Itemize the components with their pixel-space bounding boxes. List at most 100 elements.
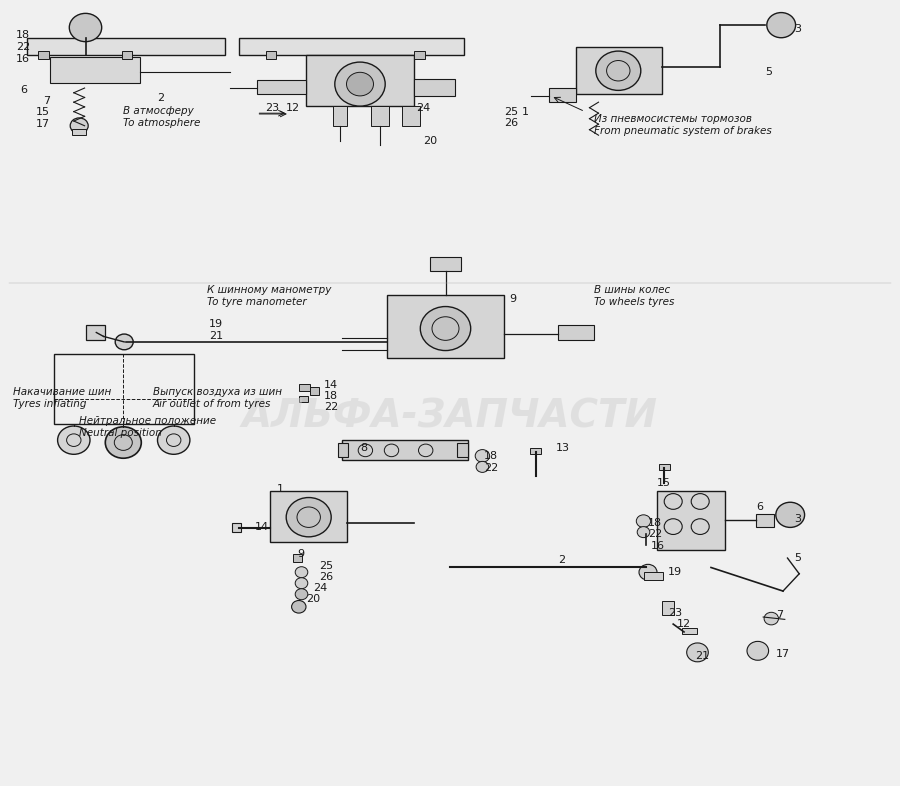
Bar [256,80,306,94]
Text: 12: 12 [677,619,691,629]
Text: Накачивание шин: Накачивание шин [13,387,111,398]
Circle shape [596,51,641,90]
Text: 19: 19 [209,319,223,329]
Text: 1: 1 [522,107,529,116]
Circle shape [286,498,331,537]
Bar [333,106,347,126]
Circle shape [637,527,650,538]
Bar [414,79,454,96]
Bar [576,47,662,94]
Text: АЛЬФА-ЗАПЧАСТИ: АЛЬФА-ЗАПЧАСТИ [242,398,658,435]
Text: 26: 26 [320,572,334,582]
Text: 17: 17 [776,649,790,659]
Text: 16: 16 [651,542,665,551]
Bar [27,38,225,55]
Text: 17: 17 [36,119,50,129]
Text: 18: 18 [648,518,662,527]
Text: 18: 18 [324,391,338,401]
Text: 7: 7 [43,96,50,105]
Text: 5: 5 [794,553,801,563]
Circle shape [69,13,102,42]
Text: 5: 5 [765,68,772,77]
Text: 2: 2 [158,94,165,103]
Bar [232,523,241,532]
Bar [457,443,468,457]
Bar [266,51,276,59]
Text: 6: 6 [756,502,763,512]
Bar [558,325,594,340]
Bar [430,257,461,271]
Circle shape [70,118,88,134]
Text: From pneumatic system of brakes: From pneumatic system of brakes [594,126,772,136]
Text: 22: 22 [16,42,31,52]
Circle shape [295,578,308,589]
Text: 15: 15 [36,108,50,117]
Text: 22: 22 [648,530,662,539]
Circle shape [639,564,657,580]
Bar [657,491,724,550]
Text: Tyres inflating: Tyres inflating [13,399,86,410]
Circle shape [776,502,805,527]
Bar [756,514,774,527]
Text: 3: 3 [794,514,801,523]
Text: 21: 21 [695,651,709,660]
Bar [122,51,132,59]
Bar [659,464,670,470]
Bar [342,440,468,460]
Bar [310,387,319,395]
Text: Нейтральное положение: Нейтральное положение [79,417,216,427]
Text: To atmosphere: To atmosphere [123,118,201,128]
Bar [54,354,194,424]
Text: 18: 18 [484,451,499,461]
Circle shape [346,72,374,96]
Bar [292,554,302,562]
Circle shape [295,567,308,578]
Text: 23: 23 [668,608,682,618]
Text: 23: 23 [266,104,280,113]
Text: 18: 18 [16,31,31,40]
Text: 9: 9 [297,549,304,559]
Circle shape [687,643,708,662]
Circle shape [58,426,90,454]
Text: 22: 22 [484,463,499,472]
Bar [306,55,414,106]
Circle shape [335,62,385,106]
Circle shape [747,641,769,660]
Text: 7: 7 [776,610,783,619]
Text: 26: 26 [504,119,518,128]
Bar [299,384,310,391]
Text: 24: 24 [416,104,430,113]
Text: К шинному манометру: К шинному манометру [207,285,331,296]
Bar [682,628,697,634]
Text: 13: 13 [556,443,571,453]
Text: 22: 22 [324,402,338,412]
Text: Neutral position: Neutral position [79,428,162,439]
Text: 20: 20 [306,594,320,604]
Text: 12: 12 [286,104,301,113]
Text: 16: 16 [16,54,31,64]
Circle shape [295,589,308,600]
Text: 6: 6 [20,86,27,95]
Circle shape [764,612,778,625]
Bar [38,51,49,59]
Text: 21: 21 [209,331,223,340]
Text: 20: 20 [423,137,437,146]
Bar [338,443,348,457]
Text: 3: 3 [794,24,801,34]
Circle shape [767,13,796,38]
Bar [530,448,541,454]
Text: To wheels tyres: To wheels tyres [594,297,674,307]
Circle shape [636,515,651,527]
Text: 24: 24 [313,583,328,593]
Bar [387,295,504,358]
Text: To tyre manometer: To tyre manometer [207,297,307,307]
Text: 19: 19 [668,567,682,577]
Bar [238,38,464,55]
Circle shape [115,334,133,350]
Bar [299,396,308,402]
Text: Выпуск воздуха из шин: Выпуск воздуха из шин [153,387,282,398]
Text: 15: 15 [657,479,671,488]
Bar [50,57,140,83]
Text: 9: 9 [509,294,517,303]
Circle shape [475,450,490,462]
